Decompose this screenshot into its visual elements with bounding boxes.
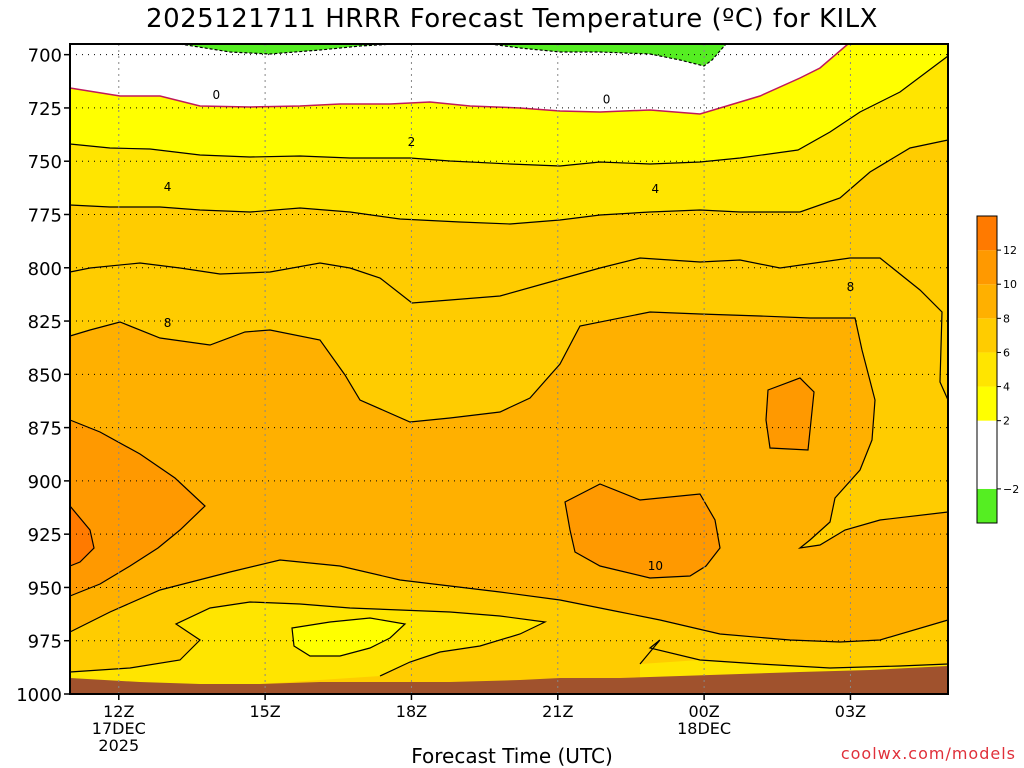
x-tick-label: 00Z bbox=[688, 702, 719, 721]
colorbar-segment bbox=[977, 454, 997, 489]
contour-8-low bbox=[69, 559, 949, 643]
fill-band-0-2 bbox=[70, 44, 848, 114]
y-tick-label: 725 bbox=[28, 99, 62, 120]
colorbar-tick-label: 8 bbox=[1003, 312, 1010, 325]
fill-band-10-12-right bbox=[766, 378, 814, 450]
contour-10-left bbox=[69, 419, 206, 597]
x-tick-label: 2025 bbox=[98, 736, 139, 755]
colorbar-segment bbox=[977, 216, 997, 251]
colorbar-segment bbox=[977, 250, 997, 285]
contour-label: 2 bbox=[408, 135, 416, 149]
contour-10-right bbox=[765, 377, 815, 451]
colorbar-tick-label: 4 bbox=[1003, 381, 1010, 394]
chart-title: 2025121711 HRRR Forecast Temperature (ºC… bbox=[146, 4, 878, 34]
x-tick-label: 12Z bbox=[103, 702, 134, 721]
colorbar-tick-label: 6 bbox=[1003, 346, 1010, 359]
contour-6-low bbox=[69, 601, 548, 677]
colorbar-tick-label: −2 bbox=[1003, 483, 1019, 496]
y-tick-label: 850 bbox=[28, 365, 62, 386]
fill-band-neg-2 bbox=[490, 44, 726, 66]
x-tick-label: 18DEC bbox=[677, 719, 731, 738]
contour-4-low bbox=[291, 617, 407, 657]
y-tick-label: 800 bbox=[28, 259, 62, 280]
fill-band-10-12-left bbox=[70, 420, 205, 596]
colorbar-segment bbox=[977, 386, 997, 421]
contour-lines bbox=[69, 43, 949, 677]
fill-band-10-12-center bbox=[565, 484, 720, 578]
colorbar: −2 2 4 6 8 10 12 bbox=[976, 215, 1019, 524]
contour-label: 0 bbox=[213, 88, 221, 102]
colorbar-tick-label: 10 bbox=[1003, 278, 1017, 291]
contour-label: 10 bbox=[648, 559, 663, 573]
colorbar-frame bbox=[976, 215, 998, 524]
contour-label: 8 bbox=[847, 280, 855, 294]
x-tick-label: 21Z bbox=[542, 702, 573, 721]
axes: 7007257507758008258508759009259509751000… bbox=[16, 46, 866, 755]
y-tick-label: 875 bbox=[28, 419, 62, 440]
x-tick-label: 18Z bbox=[396, 702, 427, 721]
y-tick-label: 825 bbox=[28, 312, 62, 333]
contour-6 bbox=[69, 257, 949, 401]
x-tick-label: 17DEC bbox=[92, 719, 146, 738]
contour-10-center bbox=[564, 483, 721, 579]
contour-neg-1 bbox=[179, 43, 396, 55]
contour-label: 0 bbox=[603, 92, 611, 106]
colorbar-segment bbox=[977, 318, 997, 353]
contour-0 bbox=[69, 43, 849, 115]
grid-lines bbox=[70, 44, 948, 694]
x-tick-label: 15Z bbox=[249, 702, 280, 721]
contour-12-left bbox=[69, 505, 95, 567]
x-axis-label: Forecast Time (UTC) bbox=[411, 744, 613, 768]
contour-8 bbox=[69, 311, 949, 549]
credit-text: coolwx.com/models bbox=[840, 744, 1016, 763]
y-tick-label: 975 bbox=[28, 632, 62, 653]
x-tick-label: 03Z bbox=[835, 702, 866, 721]
contour-label: 4 bbox=[164, 180, 172, 194]
colorbar-tick-label: 2 bbox=[1003, 415, 1010, 428]
fill-band-2-4-low bbox=[292, 618, 405, 656]
ground-fill bbox=[70, 666, 948, 694]
plot-frame bbox=[69, 43, 949, 695]
y-tick-label: 900 bbox=[28, 472, 62, 493]
contour-2 bbox=[69, 55, 949, 167]
temperature-fill-layer bbox=[70, 44, 948, 694]
y-tick-label: 700 bbox=[28, 46, 62, 67]
y-tick-label: 750 bbox=[28, 152, 62, 173]
y-tick-label: 775 bbox=[28, 205, 62, 226]
fill-band-12-left bbox=[70, 506, 94, 566]
colorbar-segment bbox=[977, 488, 997, 523]
y-tick-label: 1000 bbox=[16, 685, 62, 706]
contour-label: 4 bbox=[652, 182, 660, 196]
y-tick-label: 950 bbox=[28, 578, 62, 599]
contour-neg-2 bbox=[489, 43, 727, 67]
y-tick-label: 925 bbox=[28, 525, 62, 546]
fill-band-neg bbox=[180, 44, 395, 54]
colorbar-segment bbox=[977, 284, 997, 319]
colorbar-tick-label: 12 bbox=[1003, 244, 1017, 257]
contour-label: 8 bbox=[164, 316, 172, 330]
contour-4 bbox=[69, 139, 949, 225]
colorbar-segment bbox=[977, 420, 997, 455]
contour-6-low-right bbox=[639, 639, 949, 669]
colorbar-segment bbox=[977, 352, 997, 387]
contour-labels: 0 0 2 4 4 8 8 10 bbox=[164, 88, 855, 573]
